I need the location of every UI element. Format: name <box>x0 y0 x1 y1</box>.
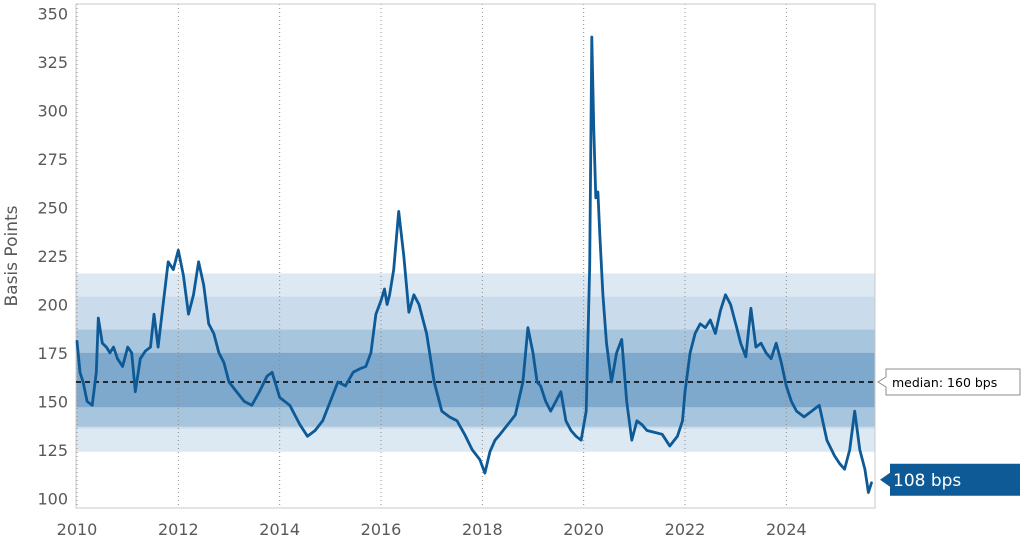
y-axis-title: Basis Points <box>2 205 22 306</box>
median-callout-label: median: 160 bps <box>892 375 997 390</box>
y-tick-label: 200 <box>37 295 68 314</box>
current-value-box <box>880 463 1020 496</box>
median-callout: median: 160 bps <box>877 368 1021 396</box>
y-tick-label: 150 <box>37 392 68 411</box>
x-tick-label: 2018 <box>462 520 503 539</box>
series-line <box>75 35 873 494</box>
x-axis-ticks: 2010 2012 2014 2016 2018 2020 2022 2024 <box>57 520 807 539</box>
y-tick-label: 275 <box>37 150 68 169</box>
x-tick-label: 2014 <box>259 520 300 539</box>
y-tick-label: 300 <box>37 102 68 121</box>
median-callout-box <box>877 368 1021 396</box>
x-tick-label: 2020 <box>563 520 604 539</box>
y-tick-label: 350 <box>37 5 68 24</box>
x-tick-label: 2016 <box>361 520 402 539</box>
x-tick-label: 2012 <box>158 520 199 539</box>
x-tick-label: 2022 <box>665 520 706 539</box>
y-tick-label: 225 <box>37 247 68 266</box>
plot-frame <box>75 3 876 509</box>
percentile-bands <box>76 273 875 452</box>
current-value-label: 108 bps <box>893 471 961 491</box>
vertical-gridlines <box>76 4 787 508</box>
y-tick-label: 250 <box>37 199 68 218</box>
x-tick-label: 2010 <box>57 520 98 539</box>
y-tick-label: 125 <box>37 441 68 460</box>
percentile-band-4 <box>76 352 875 408</box>
y-axis-ticks: 100 125 150 175 200 225 250 275 300 325 350 <box>37 5 68 509</box>
y-tick-label: 175 <box>37 344 68 363</box>
current-value-callout: 108 bps <box>880 463 1020 496</box>
x-tick-label: 2024 <box>766 520 807 539</box>
y-tick-label: 325 <box>37 53 68 72</box>
y-tick-label: 100 <box>37 489 68 508</box>
